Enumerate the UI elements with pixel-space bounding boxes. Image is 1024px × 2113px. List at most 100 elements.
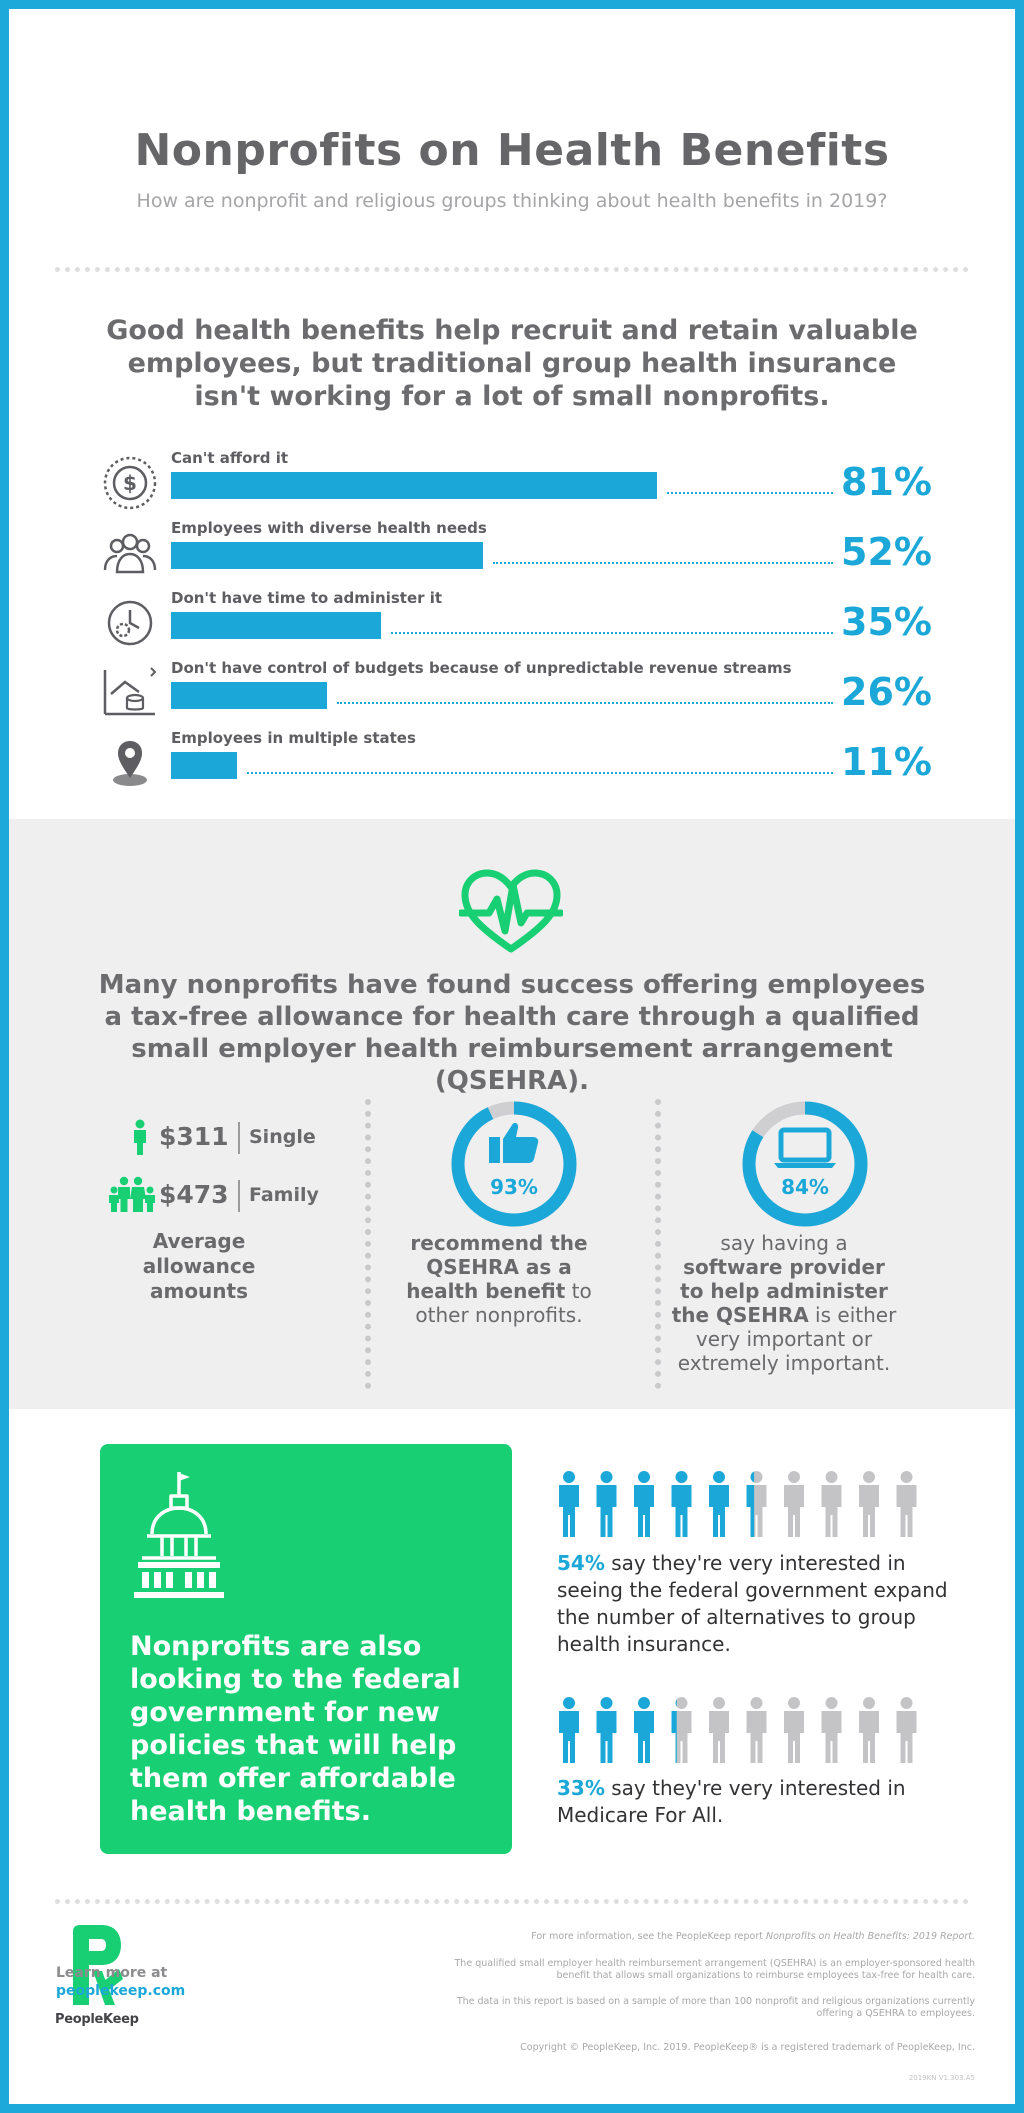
divider [655,1099,661,1389]
bar-row: Employees in multiple states 11% [9,729,1015,802]
person-icon [559,1697,579,1763]
divider [55,1899,969,1904]
person-icon [896,1697,917,1763]
peoplekeep-logo-icon [73,1925,123,2005]
capitol-icon [134,1472,224,1598]
person-icon [671,1471,692,1537]
federal-stat-33-text: say they're very interested in Medicare … [557,1776,906,1827]
person-icon [634,1697,654,1763]
bar-row: Don't have control of budgets because of… [9,659,1015,732]
federal-policy-box: Nonprofits are also looking to the feder… [100,1444,512,1854]
bar-label: Employees in multiple states [171,729,416,747]
footer-copyright: Copyright © PeopleKeep, Inc. 2019. Peopl… [520,2042,975,2053]
learn-more-text: Learn more at [56,1965,168,1981]
leader-dots [247,772,833,774]
bar-row: Don't have time to administer it 35% [9,589,1015,662]
software-text-pre: say having a [720,1231,848,1255]
report-link[interactable]: Nonprofits on Health Benefits: 2019 Repo… [766,1931,975,1942]
bar [171,612,381,639]
peoplekeep-link[interactable]: peoplekeep.com [56,1983,186,1999]
person-icon [784,1697,804,1763]
recommend-pct: 93% [490,1175,538,1199]
software-text-rest: is either very important or extremely im… [677,1303,897,1375]
bar-label: Don't have time to administer it [171,589,443,607]
person-icon [596,1471,617,1537]
single-person-icon [134,1119,146,1155]
federal-stat-33: 33% say they're very interested in Medic… [557,1775,957,1829]
average-allowance-label: Average allowance amounts [142,1229,256,1303]
federal-policy-text: Nonprofits are also looking to the feder… [130,1631,461,1827]
leader-dots [493,562,833,564]
infographic: Nonprofits on Health Benefits How are no… [9,9,1015,2104]
divider [365,1099,371,1389]
qsehra-text: Many nonprofits have found success offer… [98,970,926,1096]
single-label: Single [249,1126,316,1148]
leader-dots [667,492,833,494]
bar-value-label: 26% [841,670,932,714]
person-icon [709,1471,729,1537]
software-text-bold: software provider to help administer the… [671,1255,888,1327]
footer-definition: The qualified small employer health reim… [454,1958,976,1981]
bar-value-label: 52% [841,530,932,574]
bar-value-label: 81% [841,460,932,504]
person-icon [596,1697,617,1763]
footer-more-info: For more information, see the PeopleKeep… [429,1931,975,1943]
footer-more-info-text: For more information, see the PeopleKeep… [531,1931,767,1942]
leader-dots [337,702,833,704]
recommend-donut: 93% [449,1099,579,1229]
software-text: say having a software provider to help a… [669,1231,899,1375]
people-row-54 [559,1471,917,1537]
clock-gear-icon [107,600,153,646]
group-people-icon [103,533,157,574]
bar [171,542,483,569]
software-donut: 84% [740,1099,870,1229]
footer-code: 2019KN V1.303.A5 [908,2074,975,2082]
family-label: Family [249,1184,319,1206]
separator [238,1180,240,1212]
leader-dots [391,632,833,634]
software-donut-arc [742,1101,868,1227]
person-icon [746,1471,767,1537]
person-icon [821,1471,842,1537]
recommend-donut-arc [451,1101,577,1227]
page-subtitle: How are nonprofit and religious groups t… [136,190,888,212]
recommend-text-bold: recommend the QSEHRA as a health benefit [406,1231,588,1303]
bar-label: Don't have control of budgets because of… [171,659,792,677]
learn-more: Learn more at peoplekeep.com [56,1964,185,2000]
family-amount: $473 [159,1180,229,1209]
dollar-coin-icon: $ [103,456,157,510]
footer-sample: The data in this report is based on a sa… [456,1996,975,2019]
house-coins-chart-icon [103,667,157,716]
federal-stat-33-pct: 33% [557,1776,605,1800]
divider [55,267,969,272]
svg-text:$: $ [123,471,137,495]
laptop-icon [774,1127,836,1168]
bar-row: $ Can't afford it 81% [9,449,1015,522]
thumbs-up-icon [489,1122,539,1163]
bar [171,472,657,499]
person-icon [896,1471,917,1537]
person-icon [784,1471,804,1537]
bar [171,752,237,779]
person-icon [859,1697,879,1763]
intro-text: Good health benefits help recruit and re… [106,315,918,412]
person-icon [709,1697,729,1763]
person-icon [859,1471,879,1537]
federal-stat-54-pct: 54% [557,1551,605,1575]
people-row-33 [559,1697,917,1763]
bar-label: Employees with diverse health needs [171,519,487,537]
bar-label: Can't afford it [171,449,289,467]
logo-wordmark: PeopleKeep [55,2012,139,2027]
bar-value-label: 11% [841,740,932,784]
software-pct: 84% [781,1175,829,1199]
single-amount: $311 [159,1122,229,1151]
person-icon [559,1471,579,1537]
recommend-text-rest: to other nonprofits. [415,1279,592,1327]
heart-pulse-icon [459,869,563,953]
bar [171,682,327,709]
person-icon [746,1697,767,1763]
bar-value-label: 35% [841,600,932,644]
family-icon [109,1176,155,1212]
person-icon [634,1471,654,1537]
person-icon [671,1697,692,1763]
